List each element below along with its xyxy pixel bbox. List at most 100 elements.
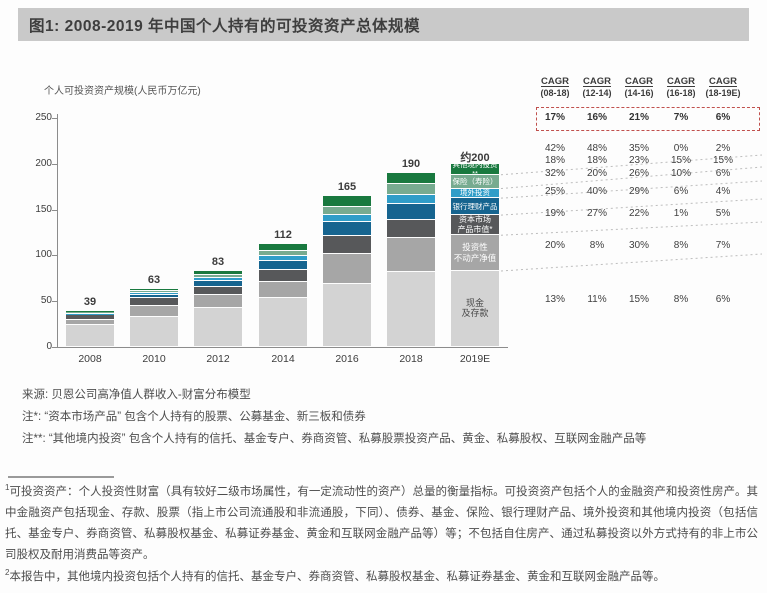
- bar-segment-资本市场产品市值*: [387, 219, 435, 237]
- cagr-cell-境外投资: 26%: [628, 168, 649, 179]
- cagr-cell-其他境内投资**: 0%: [673, 143, 689, 154]
- cagr-cell-境外投资: 6%: [715, 168, 731, 179]
- cagr-cell-境外投资: 10%: [670, 168, 691, 179]
- cagr-cell-银行理财产品: 6%: [673, 186, 689, 197]
- y-tick-label: 250: [35, 112, 52, 123]
- cagr-cell-保险（寿险）: 15%: [670, 155, 691, 166]
- bar-total-label: 190: [401, 157, 421, 170]
- figure-title: 图1: 2008-2019 年中国个人持有的可投资资产总体规模: [29, 17, 421, 35]
- bar-segment-label: 资本市场 产品市值*: [457, 215, 493, 234]
- bar-segment-投资性不动产净值: [130, 305, 178, 316]
- bar-total-label: 165: [337, 180, 357, 193]
- y-tick-mark: [52, 118, 57, 119]
- bar-segment-现金及存款: [66, 325, 114, 346]
- bar-segment-现金及存款: 现金 及存款: [451, 270, 499, 346]
- bar-segment-label: 投资性 不动产净值: [453, 242, 497, 263]
- x-tick-label: 2019E: [459, 353, 491, 365]
- cagr-cell-银行理财产品: 4%: [715, 186, 731, 197]
- y-tick-mark: [52, 163, 57, 165]
- bar-segment-现金及存款: [387, 271, 435, 346]
- bar-segment-现金及存款: [130, 316, 178, 346]
- cagr-total-cell: 16%: [586, 112, 607, 123]
- note-capital-market: 注*: “资本市场产品” 包含个人持有的股票、公募基金、新三板和债券: [22, 411, 366, 423]
- bar-segment-投资性不动产净值: [259, 281, 307, 298]
- cagr-header-range: (08-18): [540, 88, 570, 98]
- cagr-total-highlight-box: [536, 107, 760, 131]
- cagr-cell-银行理财产品: 25%: [544, 186, 565, 197]
- cagr-header-top: CAGR: [625, 76, 653, 87]
- footnote-1: 1可投资资产：个人投资性财富（具有较好二级市场属性，有一定流动性的资产）总量的衡…: [5, 482, 758, 566]
- cagr-cell-境外投资: 32%: [544, 168, 565, 179]
- cagr-total-cell: 7%: [673, 112, 689, 123]
- cagr-cell-保险（寿险）: 18%: [544, 155, 565, 166]
- cagr-cell-保险（寿险）: 23%: [628, 155, 649, 166]
- bar-segment-label: 银行理财产品: [452, 201, 498, 211]
- cagr-cell-银行理财产品: 40%: [586, 186, 607, 197]
- footnote-1-text: 可投资资产：个人投资性财富（具有较好二级市场属性，有一定流动性的资产）总量的衡量…: [5, 486, 758, 561]
- cagr-cell-投资性不动产净值: 30%: [628, 240, 649, 251]
- bar-segment-银行理财产品: [130, 294, 178, 297]
- bar-segment-其他境内投资**: [130, 289, 178, 291]
- footnote-divider: [8, 476, 114, 478]
- bar-segment-现金及存款: [194, 307, 242, 346]
- cagr-cell-投资性不动产净值: 8%: [673, 240, 689, 251]
- x-tick-label: 2010: [142, 353, 166, 365]
- cagr-cell-投资性不动产净值: 7%: [715, 240, 731, 251]
- bar-segment-境外投资: [323, 215, 371, 222]
- bar-segment-境外投资: [259, 256, 307, 260]
- bar-segment-资本市场产品市值*: [194, 286, 242, 294]
- note-other-domestic: 注**: “其他境内投资” 包含个人持有的信托、基金专户、券商资管、私募股票投资…: [22, 433, 647, 445]
- bar-segment-其他境内投资**: [323, 195, 371, 206]
- bar-segment-银行理财产品: [194, 281, 242, 286]
- cagr-cell-保险（寿险）: 15%: [712, 155, 733, 166]
- y-tick-mark: [52, 209, 57, 211]
- bar-segment-资本市场产品市值*: [66, 314, 114, 320]
- y-tick-label: 200: [35, 157, 52, 169]
- cagr-header-top: CAGR: [667, 76, 695, 87]
- y-tick-mark: [52, 255, 57, 257]
- bar-segment-保险（寿险）: [323, 206, 371, 215]
- bar-segment-投资性不动产净值: [66, 320, 114, 324]
- cagr-cell-资本市场产品市值*: 19%: [544, 208, 565, 219]
- cagr-cell-投资性不动产净值: 20%: [544, 240, 565, 251]
- bar-segment-投资性不动产净值: 投资性 不动产净值: [451, 235, 499, 270]
- cagr-cell-现金及存款: 8%: [673, 294, 689, 305]
- bar-segment-其他境内投资**: [259, 244, 307, 250]
- y-tick-mark: [52, 347, 57, 348]
- cagr-cell-其他境内投资**: 2%: [715, 143, 731, 154]
- source-note: 来源: 贝恩公司高净值人群收入-财富分布模型: [22, 389, 251, 401]
- bar-segment-label: 保险（寿险）: [452, 176, 498, 186]
- bar-segment-其他境内投资**: [66, 311, 114, 313]
- footnote-1-marker: 1: [5, 483, 10, 493]
- cagr-cell-现金及存款: 13%: [544, 294, 565, 305]
- cagr-cell-银行理财产品: 29%: [628, 186, 649, 197]
- bar-segment-投资性不动产净值: [194, 294, 242, 307]
- footnote-2-marker: 2: [5, 568, 10, 578]
- bar-segment-资本市场产品市值*: [259, 270, 307, 281]
- cagr-total-cell: 17%: [544, 112, 565, 123]
- bar-segment-label: 其他境内投资**: [452, 159, 498, 178]
- cagr-header-top: CAGR: [541, 76, 569, 87]
- bar-total-label: 112: [274, 229, 292, 242]
- cagr-cell-其他境内投资**: 42%: [544, 143, 565, 154]
- bar-segment-境外投资: [130, 293, 178, 295]
- cagr-cell-其他境内投资**: 48%: [586, 143, 607, 154]
- bar-segment-境外投资: [66, 313, 114, 315]
- cagr-cell-投资性不动产净值: 8%: [589, 240, 605, 251]
- y-tick-label: 150: [35, 203, 52, 215]
- y-tick-label: 50: [40, 295, 52, 307]
- cagr-header-range: (18-19E): [705, 88, 741, 98]
- bar-segment-其他境内投资**: 其他境内投资**: [451, 160, 499, 178]
- x-tick-label: 2014: [271, 353, 295, 365]
- bar-segment-境外投资: [194, 278, 242, 281]
- bar-segment-label: 现金 及存款: [461, 297, 489, 319]
- bar-segment-保险（寿险）: 保险（寿险）: [451, 174, 499, 188]
- bar-segment-保险（寿险）: [194, 274, 242, 278]
- bar-segment-银行理财产品: [323, 222, 371, 236]
- bar-segment-保险（寿险）: [259, 250, 307, 256]
- cagr-cell-其他境内投资**: 35%: [628, 143, 649, 154]
- bar-segment-投资性不动产净值: [323, 254, 371, 283]
